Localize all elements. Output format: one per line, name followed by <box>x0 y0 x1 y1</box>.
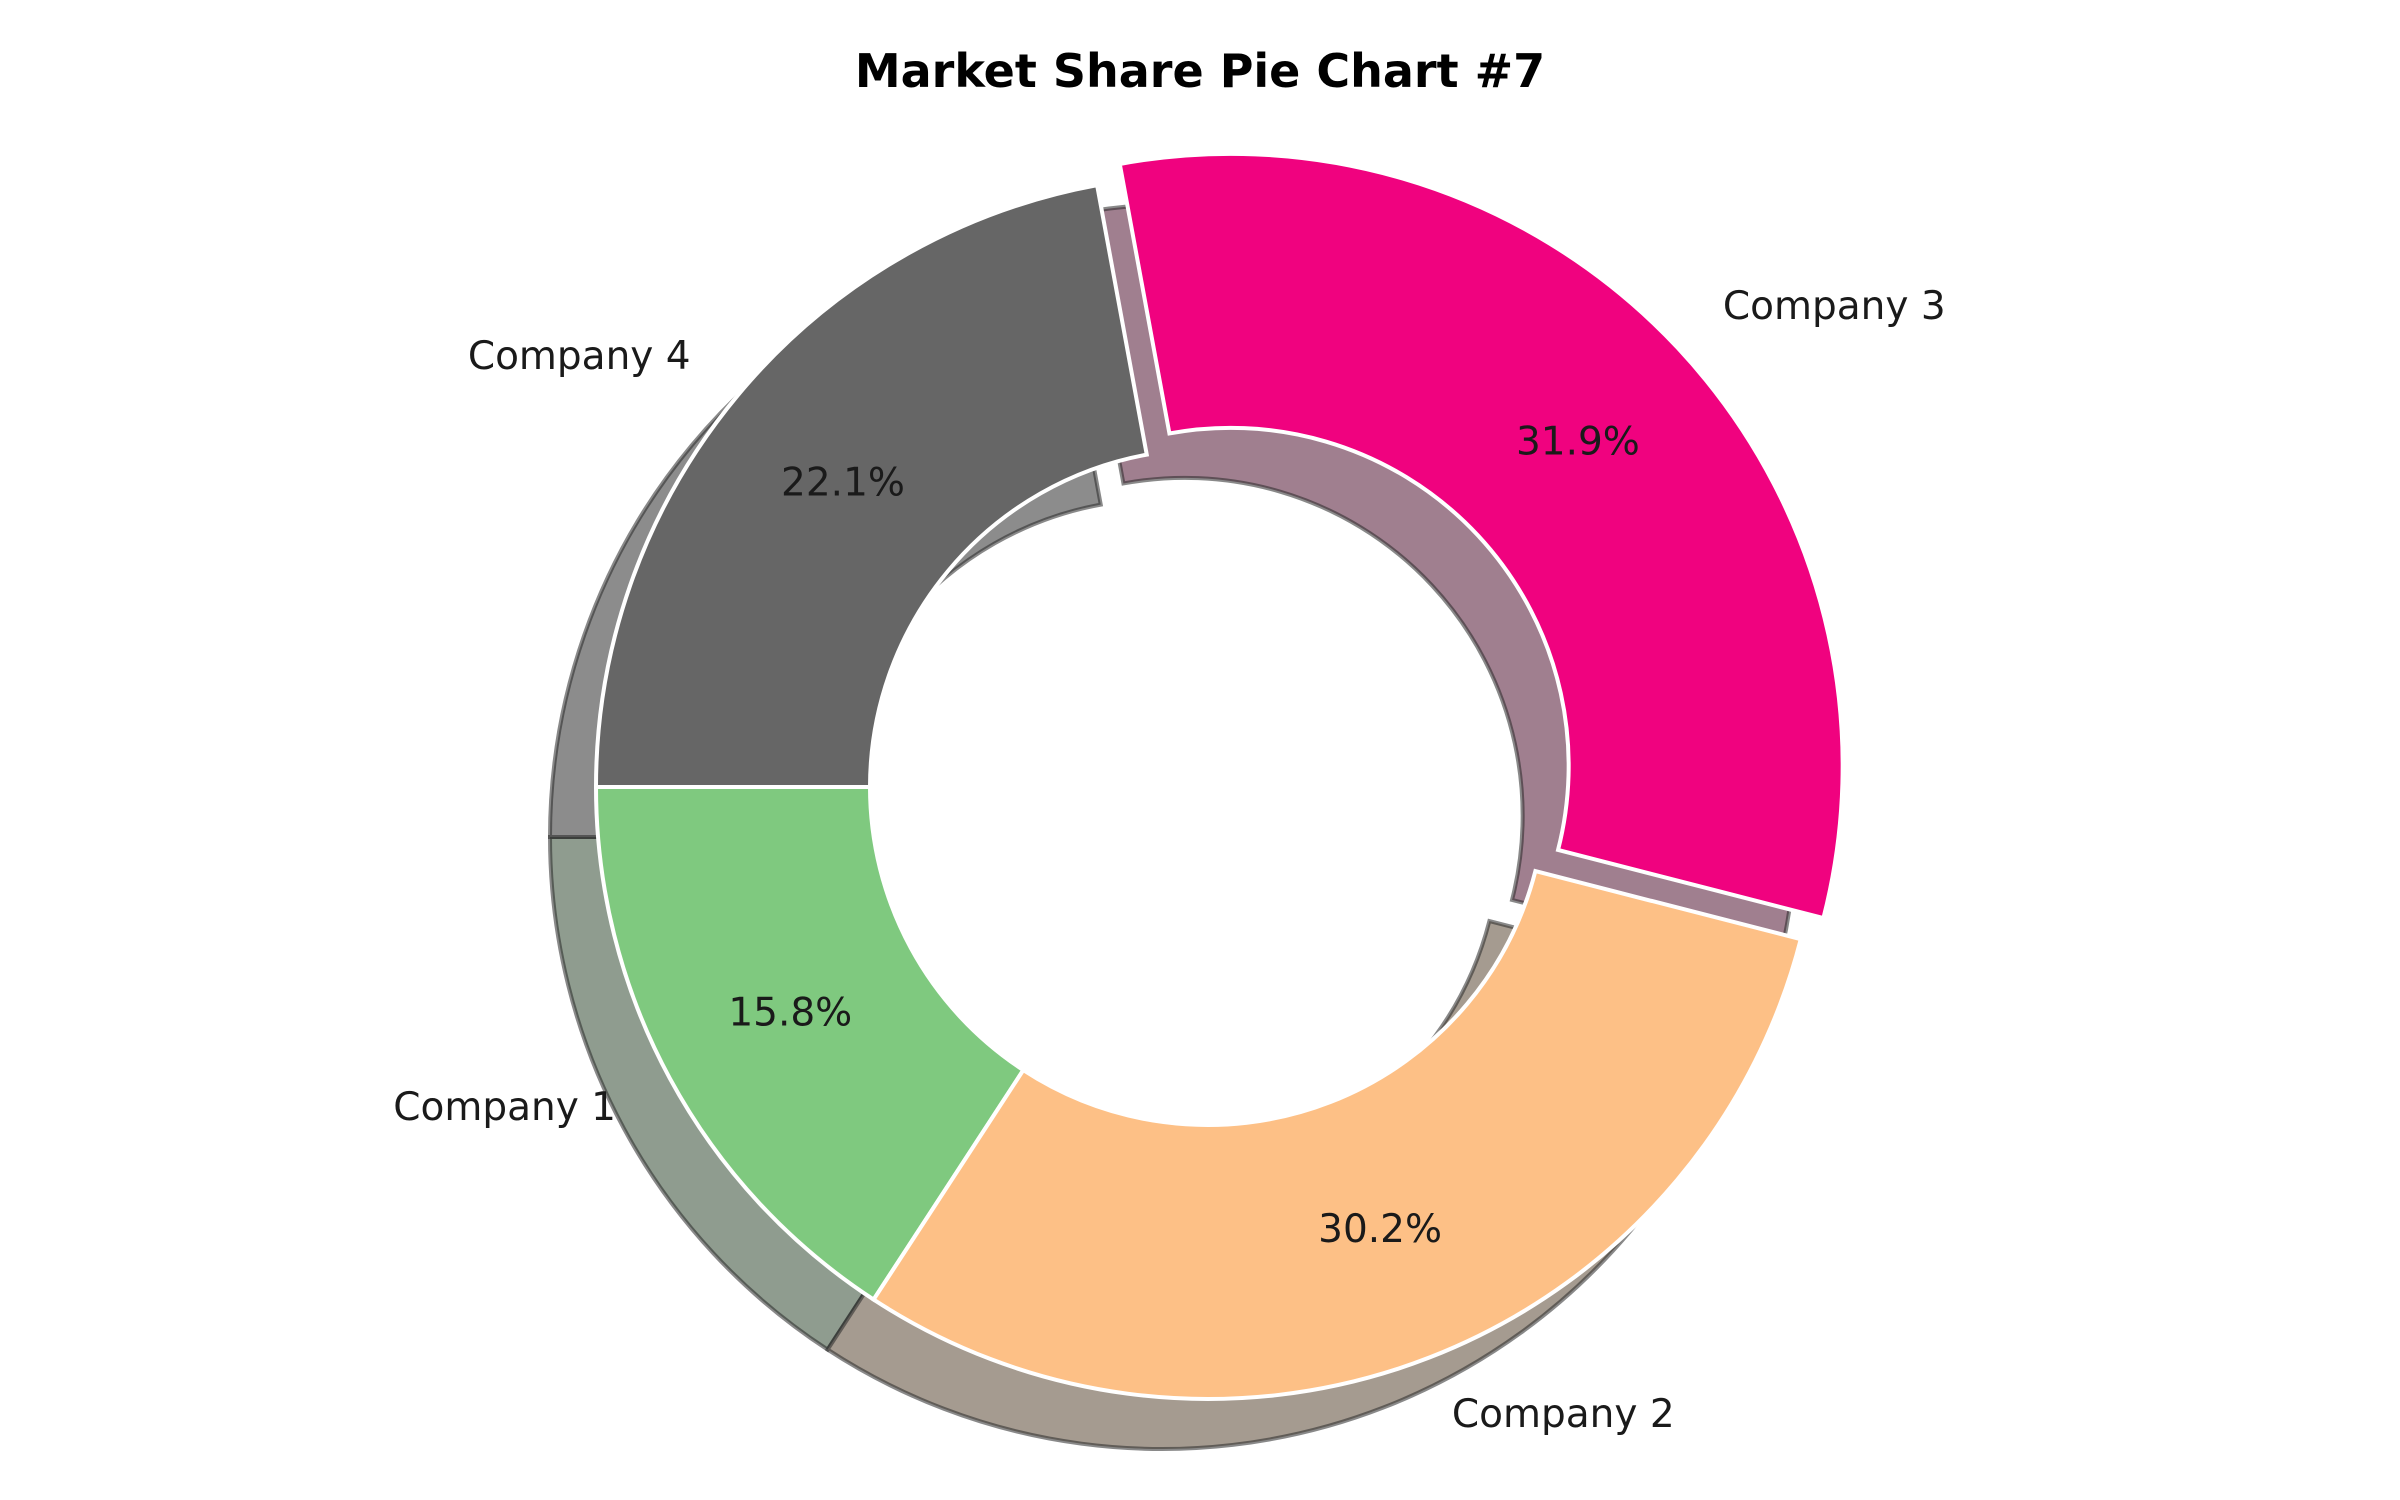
slice-label-company-3: Company 3 <box>1723 284 1946 329</box>
chart-title: Market Share Pie Chart #7 <box>855 44 1545 98</box>
pct-label-company-3: 31.9% <box>1516 419 1640 464</box>
slice-company-1 <box>593 785 1027 1303</box>
pct-label-company-2: 30.2% <box>1318 1207 1442 1252</box>
slice-company-3 <box>1117 151 1845 921</box>
slice-company-2 <box>870 868 1804 1401</box>
pct-label-company-4: 22.1% <box>781 461 905 506</box>
label-layer: Company 1 15.8% Company 2 30.2% Company 3 31.… <box>393 284 1945 1437</box>
slice-layer <box>593 151 1845 1401</box>
slice-company-4 <box>593 182 1150 789</box>
slice-label-company-1: Company 1 <box>393 1085 616 1130</box>
slice-label-company-2: Company 2 <box>1452 1392 1675 1437</box>
pct-label-company-1: 15.8% <box>728 991 852 1036</box>
slice-label-company-4: Company 4 <box>468 334 691 379</box>
